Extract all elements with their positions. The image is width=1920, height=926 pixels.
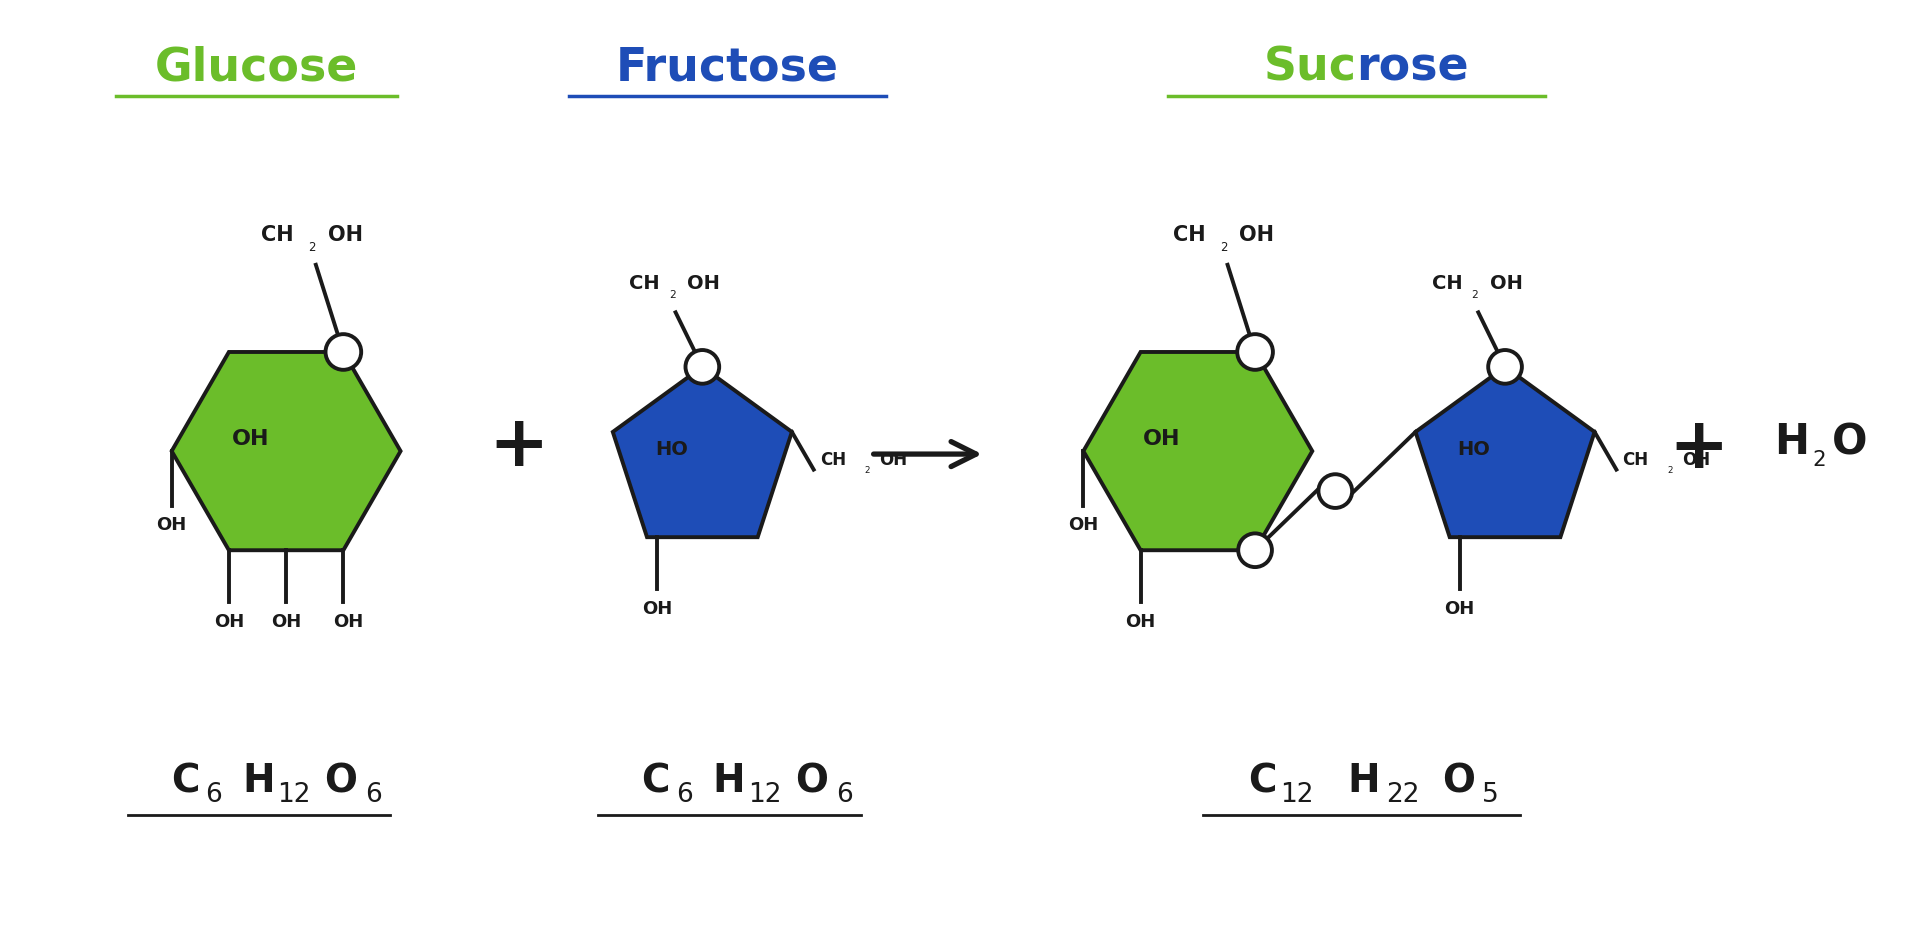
Text: CH: CH xyxy=(630,274,660,294)
Text: OH: OH xyxy=(328,225,363,245)
Text: HO: HO xyxy=(1457,440,1490,458)
Text: $_{2}$: $_{2}$ xyxy=(1219,236,1229,254)
Text: H: H xyxy=(1774,421,1811,463)
Circle shape xyxy=(685,350,720,383)
Text: C: C xyxy=(1248,762,1277,800)
Text: $_{2}$: $_{2}$ xyxy=(1471,286,1478,301)
FancyArrowPatch shape xyxy=(874,442,975,467)
Text: CH: CH xyxy=(1432,274,1463,294)
Text: O: O xyxy=(1832,421,1868,463)
Circle shape xyxy=(326,334,361,369)
Text: CH: CH xyxy=(820,451,845,469)
Text: CH: CH xyxy=(1622,451,1649,469)
Circle shape xyxy=(1488,350,1523,383)
Text: 6: 6 xyxy=(365,782,382,808)
Text: H: H xyxy=(1348,762,1380,800)
Text: $_{2}$: $_{2}$ xyxy=(307,236,317,254)
Text: H: H xyxy=(712,762,745,800)
Text: OH: OH xyxy=(1490,274,1523,294)
Text: 6: 6 xyxy=(205,782,223,808)
Text: OH: OH xyxy=(1125,613,1156,631)
Text: H: H xyxy=(242,762,275,800)
Polygon shape xyxy=(1415,367,1596,537)
Text: OH: OH xyxy=(879,451,908,469)
Text: $_{2}$: $_{2}$ xyxy=(1667,463,1674,476)
Text: 22: 22 xyxy=(1386,782,1419,808)
Text: O: O xyxy=(795,762,828,800)
Text: CH: CH xyxy=(1173,225,1206,245)
Text: Suc: Suc xyxy=(1263,45,1356,90)
Text: CH: CH xyxy=(261,225,294,245)
Text: +: + xyxy=(1668,414,1728,482)
Text: C: C xyxy=(171,762,200,800)
Text: $_{2}$: $_{2}$ xyxy=(668,286,676,301)
Text: OH: OH xyxy=(232,430,269,449)
Text: 6: 6 xyxy=(676,782,693,808)
Text: OH: OH xyxy=(334,613,363,631)
Text: C: C xyxy=(641,762,670,800)
Text: OH: OH xyxy=(1240,225,1275,245)
Text: 12: 12 xyxy=(276,782,311,808)
Polygon shape xyxy=(171,352,401,550)
Text: O: O xyxy=(1442,762,1475,800)
Text: rose: rose xyxy=(1356,45,1469,90)
Text: 12: 12 xyxy=(1281,782,1313,808)
Circle shape xyxy=(1319,474,1352,508)
Text: OH: OH xyxy=(687,274,720,294)
Text: 12: 12 xyxy=(749,782,781,808)
Text: OH: OH xyxy=(1142,430,1181,449)
Circle shape xyxy=(1238,533,1271,567)
Text: OH: OH xyxy=(157,517,186,534)
Text: OH: OH xyxy=(641,599,672,618)
Text: HO: HO xyxy=(655,440,687,458)
Text: +: + xyxy=(490,412,549,481)
Text: 5: 5 xyxy=(1482,782,1500,808)
Polygon shape xyxy=(1083,352,1311,550)
Circle shape xyxy=(1236,334,1273,369)
Text: OH: OH xyxy=(1444,599,1475,618)
Text: OH: OH xyxy=(1682,451,1711,469)
Text: OH: OH xyxy=(213,613,244,631)
Text: $_{2}$: $_{2}$ xyxy=(864,463,872,476)
Text: 6: 6 xyxy=(835,782,852,808)
Text: $_{2}$: $_{2}$ xyxy=(1812,440,1826,469)
Text: OH: OH xyxy=(1068,517,1098,534)
Polygon shape xyxy=(612,367,791,537)
Text: OH: OH xyxy=(271,613,301,631)
Text: O: O xyxy=(324,762,357,800)
Text: Fructose: Fructose xyxy=(616,45,839,90)
Text: Glucose: Glucose xyxy=(156,45,357,90)
